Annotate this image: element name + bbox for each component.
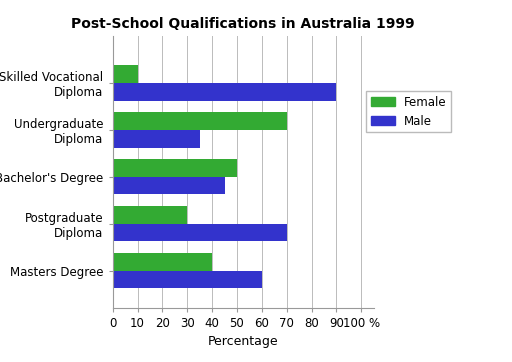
Bar (113, 177, 225, 194)
Bar (113, 83, 336, 101)
Bar (113, 65, 138, 83)
Title: Post-School Qualifications in Australia 1999: Post-School Qualifications in Australia … (71, 17, 415, 31)
Bar (113, 253, 212, 270)
X-axis label: Percentage: Percentage (208, 335, 279, 348)
Bar (113, 130, 200, 148)
Legend: Female, Male: Female, Male (366, 91, 452, 132)
Bar (113, 270, 262, 289)
Bar (113, 224, 287, 241)
Bar (113, 159, 237, 177)
Bar (113, 112, 287, 130)
Bar (113, 206, 187, 224)
